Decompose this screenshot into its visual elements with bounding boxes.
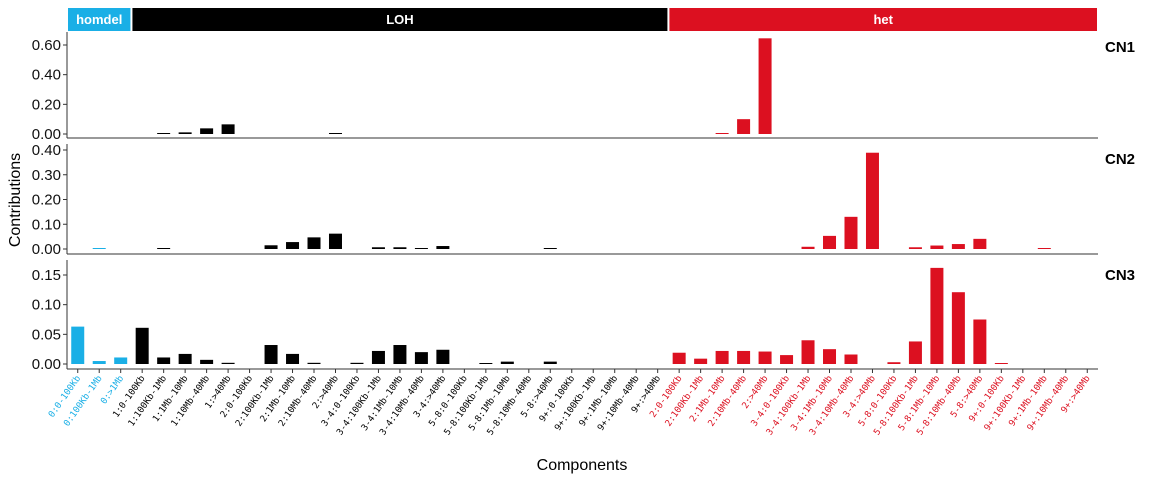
- y-tick-label: 0.00: [32, 356, 61, 373]
- bar-CN2-12: [328, 233, 342, 249]
- strip-label: het: [873, 12, 893, 27]
- panel-label: CN1: [1105, 39, 1135, 56]
- y-tick-label: 0.20: [32, 192, 61, 209]
- bar-CN3-16: [414, 352, 428, 364]
- bar-CN3-39: [908, 341, 922, 364]
- bar-CN3-32: [758, 351, 772, 364]
- bar-CN3-29: [694, 358, 708, 364]
- bar-CN3-5: [178, 353, 192, 364]
- bar-CN2-10: [286, 242, 300, 249]
- bar-CN1-30: [715, 133, 729, 134]
- bar-CN3-40: [930, 267, 944, 364]
- y-tick-label: 0.10: [32, 216, 61, 233]
- y-tick-label: 0.30: [32, 167, 61, 184]
- bar-CN1-32: [758, 38, 772, 135]
- bar-CN2-11: [307, 237, 321, 249]
- bar-CN3-9: [264, 345, 278, 364]
- bar-CN3-22: [543, 361, 557, 364]
- bar-CN3-41: [951, 292, 965, 364]
- bar-CN3-6: [200, 359, 214, 364]
- bar-CN1-5: [178, 132, 192, 134]
- bar-CN2-1: [92, 248, 106, 249]
- bar-CN2-14: [371, 247, 385, 249]
- bar-CN2-17: [436, 246, 450, 249]
- bar-CN3-7: [221, 362, 235, 364]
- strip-LOH: [132, 8, 668, 31]
- bar-CN3-43: [994, 363, 1008, 364]
- y-tick-label: 0.00: [32, 241, 61, 258]
- bar-CN3-30: [715, 350, 729, 364]
- y-tick-label: 0.40: [32, 142, 61, 159]
- y-tick-label: 0.10: [32, 297, 61, 314]
- bar-CN3-17: [436, 349, 450, 364]
- panels: 0.00 0.20 0.40 0.60 CN1 0.00 0.10 0.20 0.30 0.40 C…: [32, 32, 1135, 373]
- bar-CN3-28: [672, 352, 686, 364]
- bar-CN3-3: [135, 327, 149, 364]
- bar-CN1-4: [157, 133, 171, 134]
- strip-label: homdel: [76, 12, 122, 27]
- bar-CN3-42: [973, 319, 987, 364]
- bar-CN1-7: [221, 124, 235, 134]
- strip-homdel: [68, 8, 131, 31]
- bar-CN2-22: [543, 248, 557, 249]
- bar-CN2-45: [1037, 248, 1051, 249]
- bar-CN2-9: [264, 245, 278, 249]
- bar-CN3-14: [371, 350, 385, 364]
- bar-CN3-36: [844, 354, 858, 364]
- bar-CN2-36: [844, 216, 858, 249]
- bar-CN3-35: [823, 349, 837, 364]
- bar-CN2-37: [865, 152, 879, 249]
- bar-CN2-16: [414, 248, 428, 249]
- bar-CN3-15: [393, 345, 407, 364]
- group-strips: homdel LOH het: [68, 8, 1097, 31]
- bar-CN3-0: [71, 326, 85, 364]
- bar-CN3-13: [350, 362, 364, 364]
- bar-CN3-4: [157, 357, 171, 364]
- panel-CN1: 0.00 0.20 0.40 0.60 CN1: [32, 32, 1135, 143]
- bar-CN1-31: [737, 119, 751, 134]
- y-tick-label: 0.05: [32, 326, 61, 343]
- bar-CN2-34: [801, 246, 815, 249]
- y-tick-label: 0.40: [32, 67, 61, 84]
- bar-CN2-42: [973, 238, 987, 249]
- bar-CN3-34: [801, 340, 815, 364]
- bar-CN2-15: [393, 247, 407, 249]
- bar-CN3-2: [114, 357, 128, 364]
- strip-label: LOH: [386, 12, 413, 27]
- bar-CN1-12: [328, 133, 342, 134]
- bar-CN2-39: [908, 247, 922, 249]
- bar-CN2-40: [930, 245, 944, 249]
- y-tick-label: 0.00: [32, 126, 61, 143]
- bar-CN3-1: [92, 361, 106, 364]
- y-axis-title: Contributions: [7, 153, 24, 247]
- strip-het: [669, 8, 1097, 31]
- bar-CN3-38: [887, 362, 901, 364]
- bar-CN2-41: [951, 244, 965, 249]
- bar-CN3-11: [307, 362, 321, 364]
- bar-CN3-20: [500, 361, 514, 364]
- y-tick-label: 0.15: [32, 267, 61, 284]
- bar-CN2-4: [157, 248, 171, 249]
- bar-CN2-35: [823, 235, 837, 249]
- panel-CN3: 0.00 0.05 0.10 0.15 CN3: [32, 260, 1135, 373]
- panel-label: CN2: [1105, 151, 1135, 168]
- bar-CN3-10: [286, 353, 300, 364]
- bar-CN1-6: [200, 128, 214, 134]
- bar-CN3-31: [737, 350, 751, 364]
- x-axis-title: Components: [537, 457, 628, 474]
- y-tick-label: 0.60: [32, 37, 61, 54]
- bar-CN3-19: [479, 363, 493, 364]
- panel-CN2: 0.00 0.10 0.20 0.30 0.40 CN2: [32, 142, 1135, 258]
- bar-CN3-33: [780, 355, 794, 364]
- x-tick-labels: 0:0-100Kb0:100Kb-1Mb0:>1Mb1:0-100Kb1:100…: [47, 369, 1093, 437]
- y-tick-label: 0.20: [32, 96, 61, 113]
- panel-label: CN3: [1105, 267, 1135, 284]
